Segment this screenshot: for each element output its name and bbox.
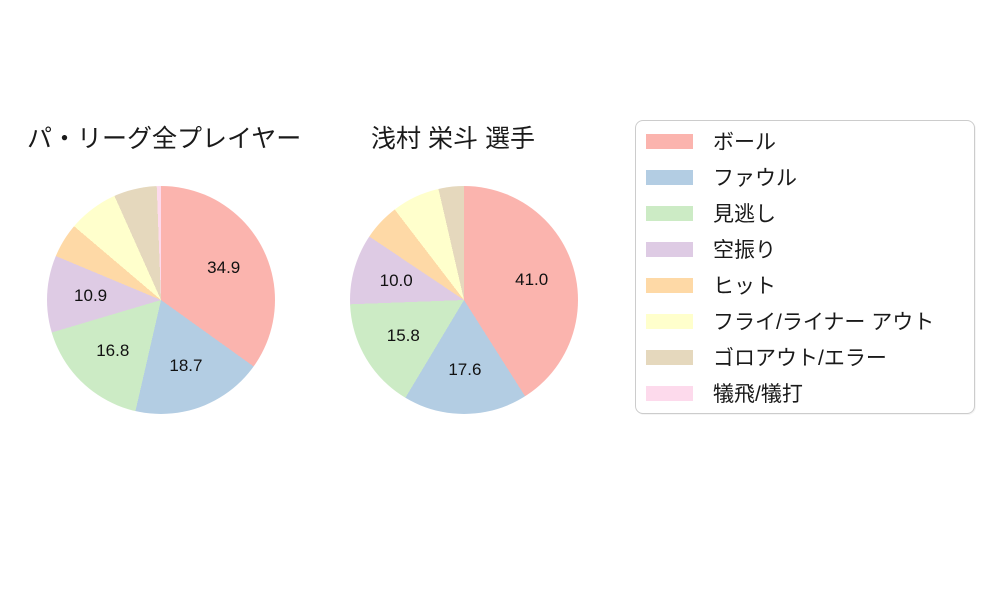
- legend-box: ボールファウル見逃し空振りヒットフライ/ライナー アウト ゴロアウト/エラー 犠飛/…: [635, 120, 975, 414]
- legend-item-5: フライ/ライナー アウト: [646, 303, 974, 339]
- legend-label: 犠飛/犠打: [713, 383, 803, 406]
- legend-swatch-icon: [646, 277, 693, 293]
- legend-label: ボール: [713, 131, 776, 154]
- legend-item-6: ゴロアウト/エラー: [646, 339, 974, 375]
- legend-swatch-icon: [646, 169, 693, 185]
- legend-swatch-icon: [646, 385, 693, 401]
- pie-value-label: 15.8: [386, 325, 420, 345]
- pie-value-label: 16.8: [96, 341, 130, 361]
- pie-title-asamura-hideto: 浅村 栄斗 選手: [371, 125, 535, 153]
- legend-item-0: ボール: [646, 123, 974, 159]
- legend-item-4: ヒット: [646, 267, 974, 303]
- legend-swatch-icon: [646, 205, 693, 221]
- pie-value-label: 34.9: [207, 257, 241, 277]
- pie-title-league-all-players: パ・リーグ全プレイヤー: [27, 125, 302, 153]
- pie-chart-asamura-hideto: 41.0 17.6 15.8 10.0: [350, 186, 578, 414]
- pie-value-label: 17.6: [448, 360, 482, 380]
- legend-item-7: 犠飛/犠打: [646, 375, 974, 411]
- legend-item-1: ファウル: [646, 159, 974, 195]
- legend-swatch-icon: [646, 313, 693, 329]
- legend-label: ファウル: [713, 167, 797, 190]
- legend-item-2: 見逃し: [646, 195, 974, 231]
- legend-label: 空振り: [713, 239, 776, 262]
- pie-chart-league-all-players: 34.9 18.7 16.8 10.9: [47, 186, 275, 414]
- legend-swatch-icon: [646, 133, 693, 149]
- legend-label: フライ/ライナー アウト: [713, 311, 935, 334]
- legend-swatch-icon: [646, 241, 693, 257]
- pie-value-label: 10.9: [74, 286, 108, 306]
- pie-value-label: 41.0: [515, 270, 549, 290]
- legend-label: ヒット: [713, 275, 776, 298]
- legend-item-3: 空振り: [646, 231, 974, 267]
- legend-list: ボールファウル見逃し空振りヒットフライ/ライナー アウト ゴロアウト/エラー 犠飛/…: [646, 123, 974, 411]
- legend-swatch-icon: [646, 349, 693, 365]
- legend-label: 見逃し: [713, 203, 776, 226]
- legend-label: ゴロアウト/エラー: [713, 347, 887, 370]
- pie-value-label: 18.7: [169, 355, 203, 375]
- pie-value-label: 10.0: [379, 270, 413, 290]
